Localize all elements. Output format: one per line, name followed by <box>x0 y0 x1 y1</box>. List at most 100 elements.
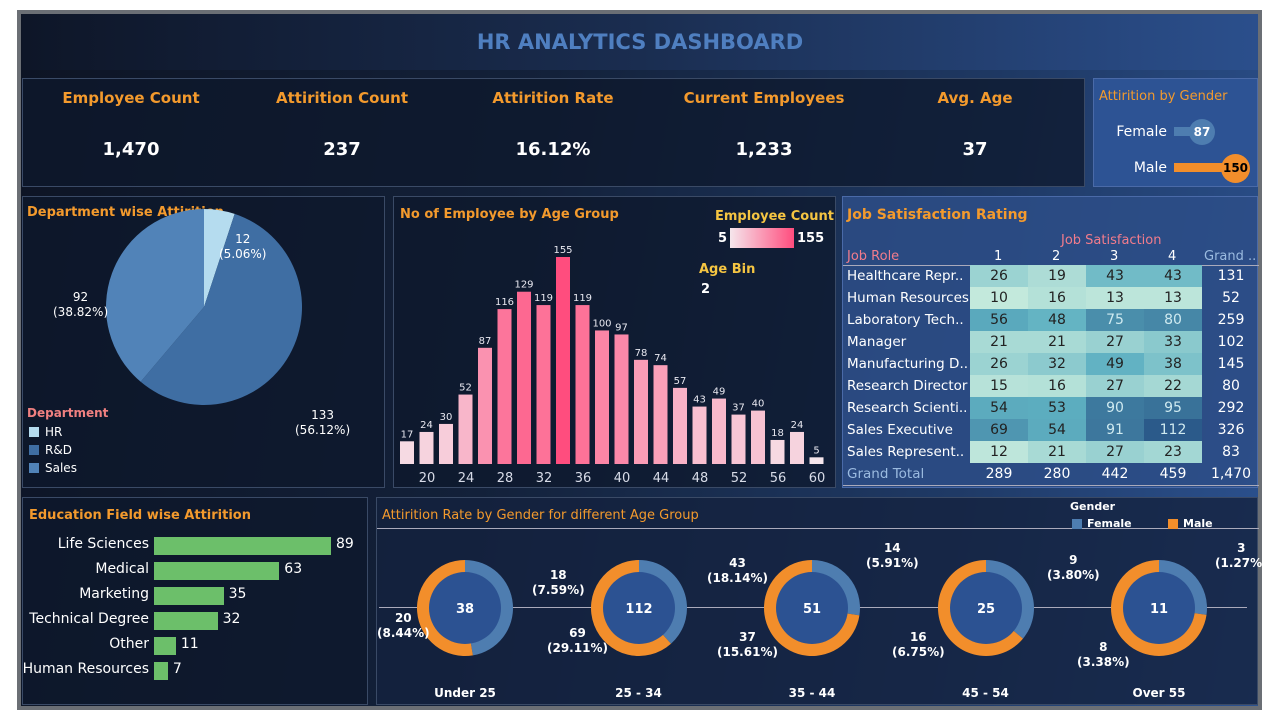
heatmap-cell[interactable]: 26 <box>970 265 1028 287</box>
heatmap-cell[interactable]: 43 <box>1144 265 1202 287</box>
donut-under-25: 38 <box>417 560 513 656</box>
panel-title: Attirition Rate by Gender for different … <box>382 508 699 523</box>
heatmap-cell[interactable]: 91 <box>1086 419 1144 441</box>
education-bar[interactable] <box>154 587 224 605</box>
x-tick-label: 24 <box>458 471 475 486</box>
heatmap-cell[interactable]: 21 <box>1028 441 1086 463</box>
kpi-label: Attirition Rate <box>492 89 614 107</box>
heatmap-cell[interactable]: 38 <box>1144 353 1202 375</box>
heatmap-cell[interactable]: 21 <box>1028 331 1086 353</box>
age-bar[interactable] <box>653 365 668 464</box>
heatmap-cell[interactable]: 13 <box>1144 287 1202 309</box>
pie-label-rd: 133 (56.12%) <box>295 408 351 437</box>
heatmap-cell[interactable]: 53 <box>1028 397 1086 419</box>
heatmap-cell[interactable]: 21 <box>970 331 1028 353</box>
x-tick-label: 36 <box>575 471 592 486</box>
pie-slice-rd[interactable] <box>140 213 302 405</box>
age-bar-label: 129 <box>514 280 533 291</box>
heatmap-cell[interactable]: 56 <box>970 309 1028 331</box>
legend-item-hr[interactable]: HR <box>29 423 77 441</box>
age-bar[interactable] <box>809 457 824 464</box>
heatmap-cell[interactable]: 26 <box>970 353 1028 375</box>
age-bar[interactable] <box>614 334 629 464</box>
bar-value-label: 11 <box>180 636 199 652</box>
age-bar[interactable] <box>400 441 414 464</box>
age-bar[interactable] <box>712 398 726 464</box>
age-bar[interactable] <box>751 410 765 464</box>
legend-item-female[interactable]: Female <box>1072 517 1132 530</box>
age-bar-label: 43 <box>693 395 706 406</box>
heatmap-cell[interactable]: 16 <box>1028 375 1086 397</box>
heatmap-cell[interactable]: 80 <box>1144 309 1202 331</box>
age-bar[interactable] <box>790 431 804 464</box>
kpi-value: 1,470 <box>102 139 160 160</box>
heatmap-cell[interactable]: 12 <box>970 441 1028 463</box>
legend-item-rd[interactable]: R&D <box>29 441 77 459</box>
age-bar[interactable] <box>575 305 590 464</box>
heatmap-cell[interactable]: 15 <box>970 375 1028 397</box>
education-bar[interactable] <box>154 637 176 655</box>
heatmap-cell[interactable]: 16 <box>1028 287 1086 309</box>
heatmap-cell[interactable]: 27 <box>1086 375 1144 397</box>
age-bar[interactable] <box>556 257 570 464</box>
legend-item-sales[interactable]: Sales <box>29 459 77 477</box>
heatmap-cell[interactable]: 23 <box>1144 441 1202 463</box>
heatmap-cell[interactable]: 27 <box>1086 331 1144 353</box>
heatmap-cell[interactable]: 75 <box>1086 309 1144 331</box>
age-bar[interactable] <box>439 423 453 464</box>
age-group-label: Over 55 <box>1132 686 1186 700</box>
row-total: 83 <box>1222 444 1240 460</box>
department-pie-chart <box>106 209 302 405</box>
legend-item-male[interactable]: Male <box>1168 517 1213 530</box>
heatmap-cell[interactable]: 90 <box>1086 397 1144 419</box>
heatmap-cell[interactable]: 69 <box>970 419 1028 441</box>
heatmap-cell[interactable]: 49 <box>1086 353 1144 375</box>
female-value-bubble[interactable]: 87 <box>1189 119 1215 145</box>
age-bar[interactable] <box>595 330 609 464</box>
donut-center <box>776 572 848 644</box>
pie-slice-hr[interactable] <box>204 209 235 307</box>
heatmap-cell[interactable]: 95 <box>1144 397 1202 419</box>
heatmap-cell[interactable]: 10 <box>970 287 1028 309</box>
age-bar[interactable] <box>731 414 746 464</box>
heatmap-cell[interactable]: 112 <box>1144 419 1202 441</box>
male-bar[interactable] <box>1174 163 1244 172</box>
age-bar[interactable] <box>517 291 531 464</box>
age-bar-label: 100 <box>592 318 611 329</box>
donut-center <box>602 572 675 644</box>
education-bar[interactable] <box>154 662 168 680</box>
heatmap-cell[interactable]: 54 <box>1028 419 1086 441</box>
heatmap-cell[interactable]: 19 <box>1028 265 1086 287</box>
row-label: Manufacturing D.. <box>847 356 969 372</box>
age-bar[interactable] <box>692 406 707 464</box>
heatmap-cell[interactable]: 27 <box>1086 441 1144 463</box>
age-bar[interactable] <box>536 305 551 464</box>
female-label: 18 (7.59%) <box>532 568 585 597</box>
donut-total: 38 <box>456 602 474 617</box>
heatmap-cell[interactable]: 32 <box>1028 353 1086 375</box>
age-bar[interactable] <box>634 359 648 464</box>
heatmap-cell[interactable]: 33 <box>1144 331 1202 353</box>
age-bar[interactable] <box>419 431 434 464</box>
heatmap-cell[interactable]: 22 <box>1144 375 1202 397</box>
age-bar[interactable] <box>497 309 512 464</box>
age-bar[interactable] <box>458 394 473 464</box>
male-value-bubble[interactable]: 150 <box>1221 154 1250 183</box>
heatmap-cell[interactable]: 48 <box>1028 309 1086 331</box>
age-bin-value[interactable]: 2 <box>701 282 711 297</box>
age-bar[interactable] <box>770 439 785 464</box>
heatmap-cell[interactable]: 43 <box>1086 265 1144 287</box>
heatmap-cell[interactable]: 54 <box>970 397 1028 419</box>
education-bar[interactable] <box>154 612 218 630</box>
age-bar[interactable] <box>478 347 492 464</box>
row-label: Human Resources <box>847 290 969 306</box>
age-bar[interactable] <box>673 387 687 464</box>
education-bar[interactable] <box>154 537 331 555</box>
education-bar[interactable] <box>154 562 280 580</box>
row-label: Healthcare Repr.. <box>847 268 964 284</box>
legend-swatch <box>29 427 39 437</box>
pie-slice-sales[interactable] <box>106 209 204 382</box>
row-total: 102 <box>1217 334 1245 350</box>
heatmap-cell[interactable]: 13 <box>1086 287 1144 309</box>
